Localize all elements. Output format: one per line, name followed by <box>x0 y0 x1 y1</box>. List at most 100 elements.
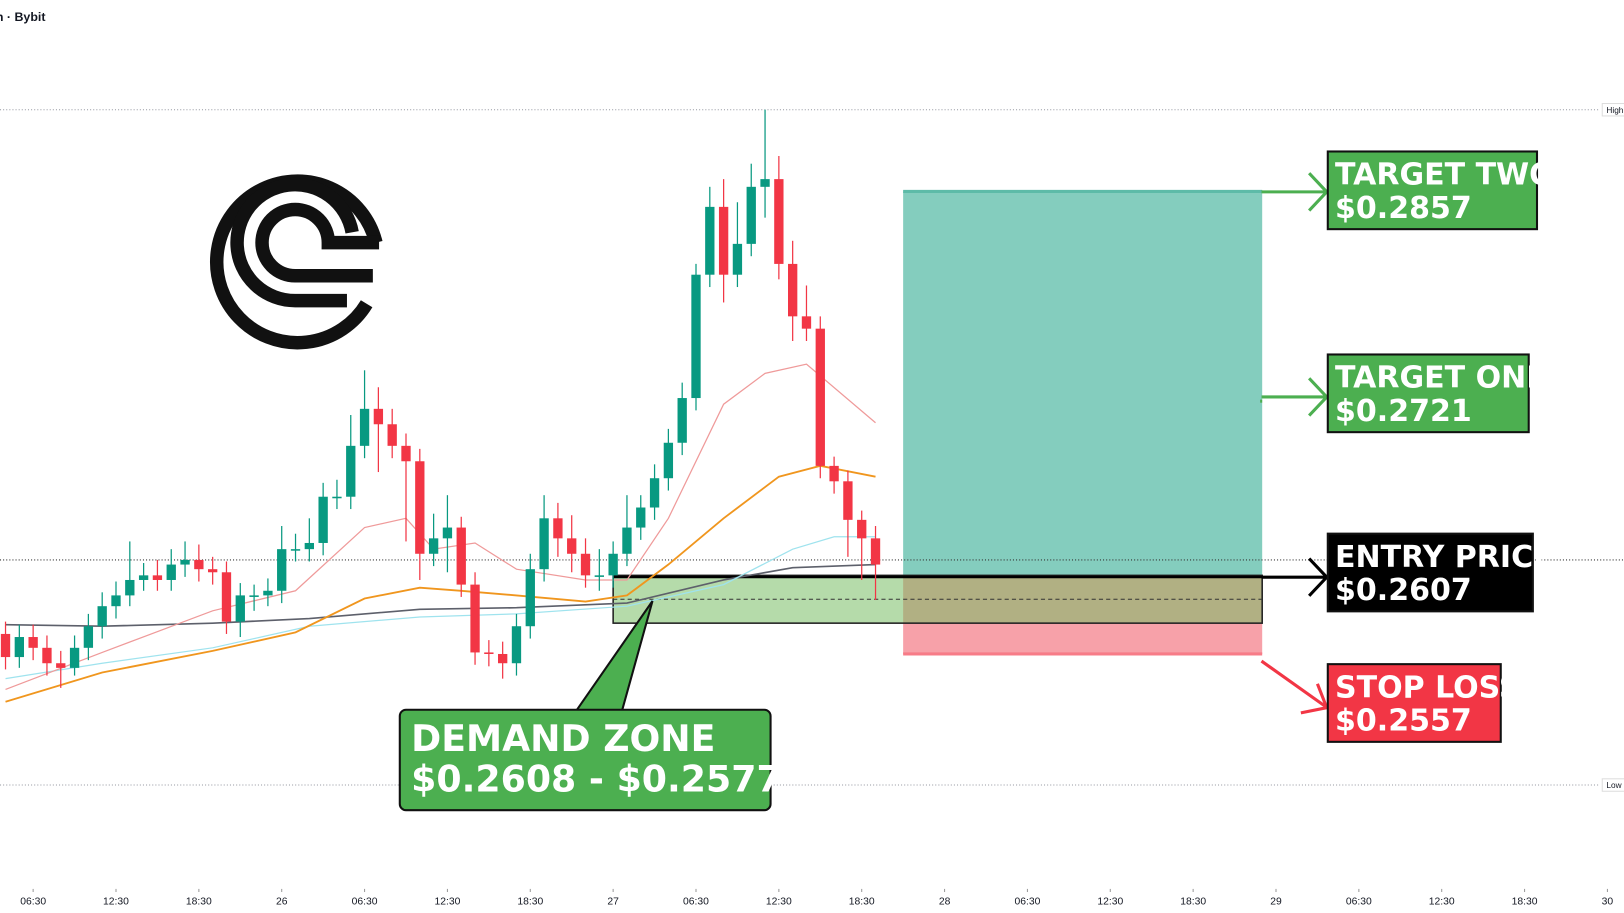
label-box <box>1326 353 1530 434</box>
candle-body <box>359 408 370 446</box>
candle-body <box>263 590 273 596</box>
candle-body <box>194 559 204 570</box>
candle-body <box>332 496 342 499</box>
label-price: $0.2557 <box>1335 703 1472 738</box>
label-text: TARGET ONE <box>1335 361 1547 396</box>
x-tick-label: 12:30 <box>1429 896 1455 907</box>
x-tick-label: 12:30 <box>766 896 792 907</box>
candle-body <box>83 626 94 648</box>
x-tick-label: 30 <box>1602 896 1614 907</box>
candle-body <box>732 243 743 275</box>
candle-body <box>318 496 328 543</box>
zones <box>612 189 1263 656</box>
candle-body <box>553 518 563 539</box>
x-tick-label: 18:30 <box>1512 896 1538 907</box>
candle-body <box>677 398 687 443</box>
candle-body <box>401 445 411 462</box>
header: n · Bybit <box>0 10 45 24</box>
label-box <box>1326 532 1534 613</box>
candle-body <box>249 595 259 597</box>
label-text: DEMAND ZONE <box>411 717 715 760</box>
label-demand-zone: DEMAND ZONE $0.2608 - $0.2577 <box>398 600 782 812</box>
label-price: $0.2857 <box>1335 191 1472 226</box>
candle-body <box>829 465 839 482</box>
candle-body <box>470 584 480 653</box>
arrow <box>1260 659 1329 715</box>
candle-body <box>277 549 287 591</box>
candle-body <box>801 316 812 329</box>
level-label: High <box>1606 106 1623 115</box>
candle-body <box>56 663 66 668</box>
candle-body <box>857 519 867 539</box>
moving-average <box>5 464 876 703</box>
label-box <box>1326 150 1539 231</box>
candle-body <box>498 653 508 664</box>
candle-body <box>760 179 770 187</box>
level-tag <box>1601 778 1624 792</box>
logo-ring <box>210 174 383 350</box>
x-tick-label: 06:30 <box>683 896 709 907</box>
x-tick-label: 18:30 <box>186 896 212 907</box>
candle-body <box>97 606 107 627</box>
x-tick-label: 12:30 <box>434 896 460 907</box>
arrow <box>1261 557 1329 597</box>
candle-body <box>138 575 149 580</box>
candle-body <box>166 564 176 580</box>
moving-averages <box>5 363 876 703</box>
candle-body <box>415 461 425 554</box>
candle-body <box>180 559 190 565</box>
candle-body <box>346 445 356 497</box>
x-tick-label: 18:30 <box>517 896 543 907</box>
candle-body <box>870 538 881 565</box>
candle-body <box>511 626 522 664</box>
candle-body <box>636 507 646 528</box>
candle-body <box>746 186 756 244</box>
candle-body <box>580 553 591 576</box>
x-tick-label: 12:30 <box>1097 896 1123 907</box>
label-price: $0.2721 <box>1335 394 1472 429</box>
candle-body <box>622 527 632 554</box>
candle-body <box>221 572 232 622</box>
moving-average <box>5 363 876 691</box>
label-target-two: TARGET TWO $0.2857 <box>1326 150 1555 231</box>
candle-body <box>718 206 729 275</box>
label-price: $0.2607 <box>1335 573 1472 608</box>
candle-body <box>663 442 674 479</box>
x-tick-label: 06:30 <box>1346 896 1372 907</box>
logo-ring <box>255 202 380 283</box>
x-axis: 06:30 12:30 18:30 26 06:30 12:30 18:30 27 06:30 1… <box>20 888 1614 907</box>
candle-body <box>125 579 135 596</box>
label-text: TARGET TWO <box>1335 158 1555 193</box>
arrows <box>1260 172 1329 715</box>
candle-body <box>304 542 314 550</box>
label-target-one: TARGET ONE $0.2721 <box>1326 353 1547 434</box>
moving-average <box>5 563 876 628</box>
logo-ring <box>230 177 359 308</box>
x-tick-label: 28 <box>939 896 951 907</box>
x-tick-label: 26 <box>276 896 288 907</box>
demand-zone <box>612 574 1263 624</box>
level-label: Low <box>1606 781 1621 790</box>
candle-body <box>649 478 660 508</box>
moving-average <box>5 536 876 680</box>
candle-body <box>373 408 384 425</box>
candle-body <box>788 263 798 317</box>
label-box <box>398 708 772 812</box>
label-entry: ENTRY PRICE $0.2607 <box>1326 532 1554 613</box>
label-price: $0.2608 - $0.2577 <box>411 758 782 801</box>
candle-body <box>442 527 453 539</box>
x-tick-label: 06:30 <box>352 896 378 907</box>
candle-body <box>525 569 535 627</box>
candle-body <box>69 647 80 668</box>
candle-body <box>428 538 439 554</box>
candle-body <box>567 538 577 554</box>
label-box <box>1326 663 1502 743</box>
candle-body <box>484 652 494 654</box>
x-tick-label: 29 <box>1270 896 1282 907</box>
candle-body <box>691 274 701 399</box>
x-tick-label: 27 <box>607 896 619 907</box>
label-text: STOP LOSS <box>1335 670 1521 705</box>
candle-body <box>387 424 397 446</box>
